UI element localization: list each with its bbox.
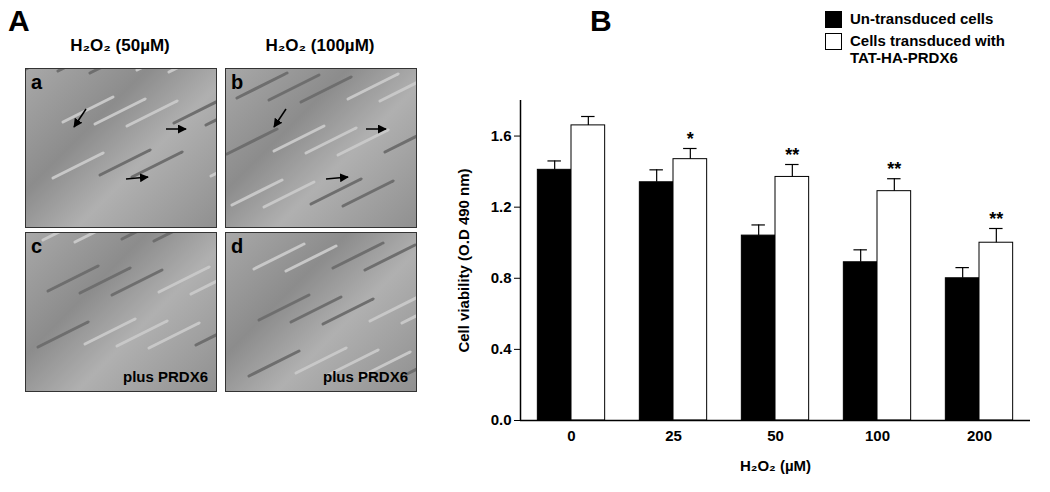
svg-text:**: ** bbox=[989, 209, 1003, 229]
html-text:A: A bbox=[8, 4, 30, 37]
svg-text:1.2: 1.2 bbox=[491, 198, 512, 215]
svg-text:50: 50 bbox=[767, 427, 784, 444]
svg-text:**: ** bbox=[887, 159, 901, 179]
svg-text:H₂O₂ (µM): H₂O₂ (µM) bbox=[740, 457, 811, 474]
html-text:c: c bbox=[31, 235, 43, 257]
svg-text:0.0: 0.0 bbox=[491, 411, 512, 428]
svg-text:Cell viability (O.D 490 nm): Cell viability (O.D 490 nm) bbox=[455, 168, 472, 352]
html-text:a: a bbox=[31, 71, 43, 93]
html-text:H₂O₂ (100µM): H₂O₂ (100µM) bbox=[265, 36, 375, 55]
html-text:H₂O₂ (50µM): H₂O₂ (50µM) bbox=[70, 36, 170, 55]
svg-text:0.8: 0.8 bbox=[491, 269, 512, 286]
svg-text:100: 100 bbox=[865, 427, 890, 444]
svg-text:**: ** bbox=[785, 145, 799, 165]
svg-text:0: 0 bbox=[567, 427, 575, 444]
svg-text:0.4: 0.4 bbox=[491, 340, 513, 357]
html-text:d: d bbox=[231, 235, 244, 257]
svg-text:*: * bbox=[687, 129, 694, 149]
svg-text:25: 25 bbox=[665, 427, 682, 444]
html-text:B: B bbox=[590, 4, 612, 37]
svg-text:1.6: 1.6 bbox=[491, 127, 512, 144]
html-text:plus PRDX6: plus PRDX6 bbox=[123, 368, 208, 385]
html-text:plus PRDX6: plus PRDX6 bbox=[323, 368, 408, 385]
html-text:Un-transduced cells: Un-transduced cells bbox=[850, 10, 994, 27]
html-text:b: b bbox=[231, 71, 244, 93]
svg-text:200: 200 bbox=[967, 427, 992, 444]
html-text:Cells transduced with TAT-HA-P: Cells transduced with TAT-HA-PRDX6 bbox=[850, 32, 1005, 66]
